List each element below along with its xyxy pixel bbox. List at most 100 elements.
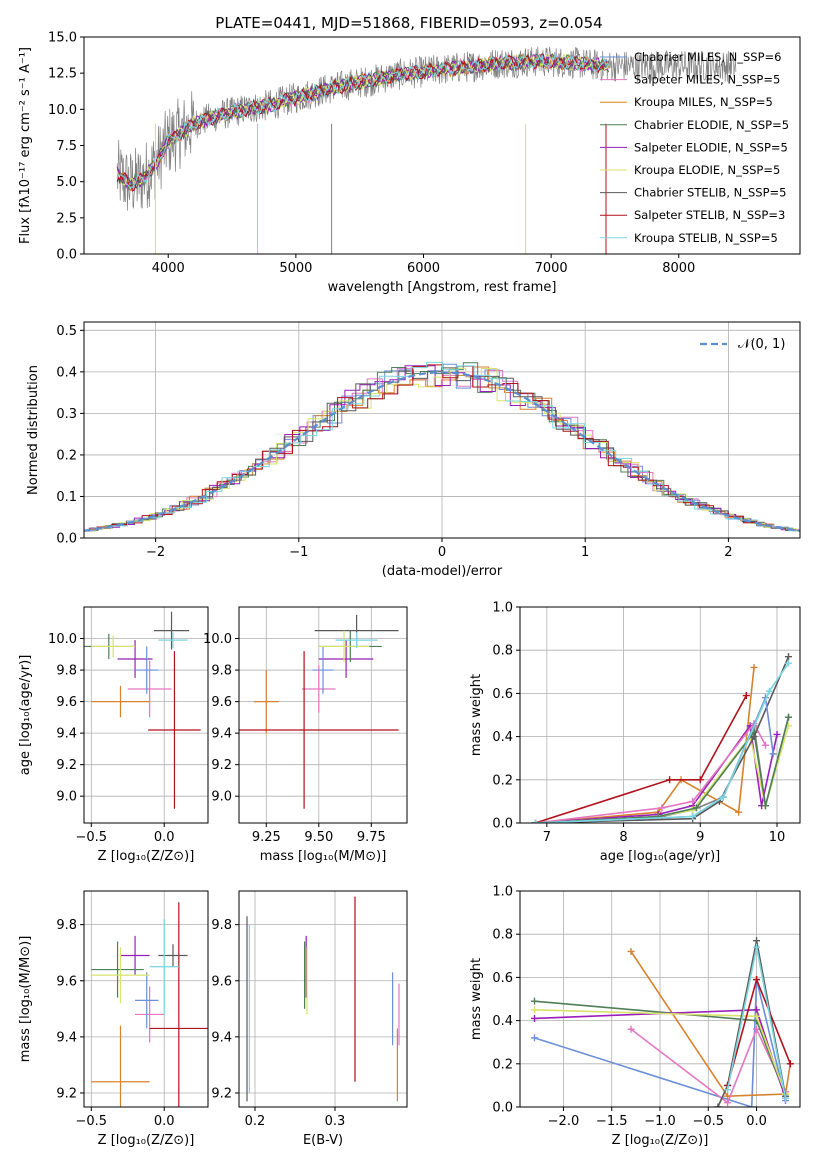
y-tick-label: 0.0 bbox=[56, 248, 77, 263]
panel-7: −2.0 −1.5 −1.0 −0.5 0.0 0.0 0.2 0.4 0.6 0.8 1.0 bbox=[492, 885, 800, 1129]
x-tick-label: 8000 bbox=[662, 261, 695, 276]
x-tick-label: 1 bbox=[581, 545, 589, 560]
axes-frame bbox=[519, 890, 801, 1108]
data-marker bbox=[753, 1006, 761, 1014]
x-tick-label: −1.0 bbox=[644, 1114, 676, 1129]
data-marker bbox=[750, 663, 758, 671]
data-marker bbox=[530, 1006, 538, 1014]
axes-frame bbox=[83, 890, 209, 1108]
y-tick-label: 0.8 bbox=[492, 644, 513, 659]
y-tick-label: 0.8 bbox=[492, 928, 513, 943]
panel-1: −2 −1 0 1 2 0.0 0.1 0.2 0.3 0.4 0.5 bbox=[56, 322, 800, 560]
data-marker bbox=[784, 713, 792, 721]
legend-entry: Kroupa MILES, N_SSP=5 bbox=[634, 95, 773, 109]
x-axis-label: E(B-V) bbox=[303, 1133, 343, 1148]
x-tick-label: 4000 bbox=[152, 261, 185, 276]
y-tick-label: 9.4 bbox=[211, 727, 232, 742]
data-marker bbox=[786, 1060, 794, 1068]
y-tick-label: 9.2 bbox=[56, 758, 77, 773]
legend-entry: Salpeter ELODIE, N_SSP=5 bbox=[634, 140, 788, 154]
panel-0: 4000 5000 6000 7000 8000 0.0 2.5 5.0 7.5 10.0 12.5… bbox=[48, 31, 695, 277]
model-line bbox=[116, 54, 609, 189]
y-tick-label: 9.2 bbox=[211, 758, 232, 773]
mass-weight-line bbox=[535, 694, 774, 823]
model-line bbox=[116, 53, 609, 192]
x-tick-label: 0.3 bbox=[325, 1114, 346, 1129]
y-tick-label: 10.0 bbox=[48, 632, 77, 647]
x-tick-label: 9.50 bbox=[304, 830, 333, 845]
y-tick-label: 9.4 bbox=[56, 1030, 77, 1045]
x-tick-label: 9 bbox=[696, 830, 704, 845]
x-tick-label: 9.25 bbox=[252, 830, 281, 845]
y-axis-label: mass [log₁₀(M/M⊙)] bbox=[18, 936, 33, 1063]
legend-entry: Kroupa ELODIE, N_SSP=5 bbox=[634, 163, 780, 177]
y-tick-label: 9.6 bbox=[56, 974, 77, 989]
data-marker bbox=[753, 937, 761, 945]
data-marker bbox=[773, 730, 781, 738]
panel-6: 0.2 0.3 bbox=[235, 891, 407, 1129]
data-marker bbox=[753, 1012, 761, 1020]
data-marker bbox=[753, 976, 761, 984]
y-tick-label: 0.5 bbox=[56, 324, 77, 339]
x-tick-label: 9.75 bbox=[357, 830, 386, 845]
data-marker bbox=[753, 943, 761, 951]
y-axis-label: Flux [fλ10⁻¹⁷ erg cm⁻² s⁻¹ A⁻¹] bbox=[18, 47, 33, 244]
y-tick-label: 1.0 bbox=[492, 601, 513, 616]
data-marker bbox=[761, 802, 769, 810]
axes-frame bbox=[519, 606, 801, 824]
data-marker bbox=[692, 804, 700, 812]
model-line bbox=[116, 53, 610, 189]
mass-weight-line bbox=[630, 951, 792, 1098]
y-tick-label: 9.6 bbox=[211, 974, 232, 989]
histogram-step bbox=[84, 364, 800, 531]
x-axis-label: Z [log₁₀(Z/Z⊙)] bbox=[98, 1133, 195, 1148]
x-axis-label: age [log₁₀(age/yr)] bbox=[600, 849, 721, 864]
x-tick-label: −0.5 bbox=[692, 1114, 724, 1129]
x-axis-label: wavelength [Angstrom, rest frame] bbox=[328, 280, 557, 295]
mass-weight-line bbox=[535, 716, 790, 823]
data-marker bbox=[784, 653, 792, 661]
gaussian-curve bbox=[83, 371, 801, 532]
histogram-step bbox=[84, 366, 800, 532]
y-tick-label: 9.8 bbox=[211, 664, 232, 679]
data-marker bbox=[782, 1094, 790, 1102]
data-marker bbox=[627, 947, 635, 955]
y-tick-label: 9.4 bbox=[56, 727, 77, 742]
y-tick-label: 0.2 bbox=[492, 773, 513, 788]
histogram-step bbox=[84, 362, 800, 532]
data-marker bbox=[765, 687, 773, 695]
y-tick-label: 0.3 bbox=[56, 407, 77, 422]
y-axis-label: mass weight bbox=[469, 674, 484, 756]
panel-3: 9.25 9.50 9.75 bbox=[235, 607, 407, 845]
y-tick-label: 1.0 bbox=[492, 885, 513, 900]
legend-entry: Chabrier STELIB, N_SSP=5 bbox=[634, 186, 786, 200]
x-axis-label: Z [log₁₀(Z/Z⊙)] bbox=[98, 849, 195, 864]
y-tick-label: 0.0 bbox=[56, 532, 77, 547]
x-tick-label: 10 bbox=[769, 830, 786, 845]
y-tick-label: 0.0 bbox=[492, 1101, 513, 1116]
y-tick-label: 0.4 bbox=[56, 365, 77, 380]
data-marker bbox=[735, 808, 743, 816]
y-tick-label: 0.0 bbox=[492, 817, 513, 832]
data-marker bbox=[724, 1086, 732, 1094]
x-tick-label: −2 bbox=[146, 545, 165, 560]
y-tick-label: 0.2 bbox=[56, 448, 77, 463]
model-line bbox=[117, 52, 610, 190]
x-tick-label: −2.0 bbox=[548, 1114, 580, 1129]
y-tick-label: 9.6 bbox=[56, 695, 77, 710]
data-marker bbox=[769, 750, 777, 758]
data-marker bbox=[696, 776, 704, 784]
legend-entry: 𝒩(0, 1) bbox=[738, 337, 785, 352]
y-tick-label: 0.4 bbox=[492, 1014, 513, 1029]
y-tick-label: 0.6 bbox=[492, 687, 513, 702]
legend-entry: Kroupa STELIB, N_SSP=5 bbox=[634, 231, 778, 245]
data-marker bbox=[531, 819, 539, 823]
data-marker bbox=[658, 804, 666, 812]
y-tick-label: 12.5 bbox=[48, 67, 77, 82]
panel-5: −0.5 0.0 9.2 9.4 9.6 9.8 bbox=[56, 891, 208, 1129]
histogram-step bbox=[84, 363, 800, 538]
legend-entry: Salpeter MILES, N_SSP=5 bbox=[634, 73, 780, 87]
y-tick-label: 0.1 bbox=[56, 490, 77, 505]
data-marker bbox=[761, 741, 769, 749]
